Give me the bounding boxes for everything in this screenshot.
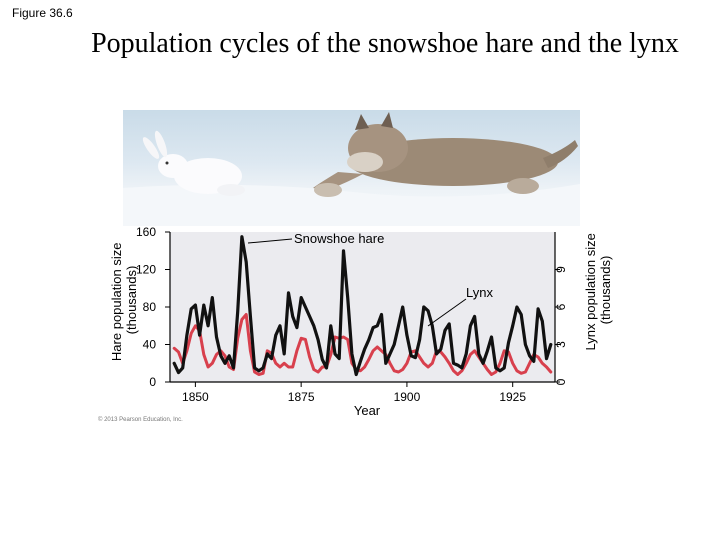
hare-callout-line [247,238,293,244]
lynx-callout-label: Lynx [466,285,493,300]
slide-title: Population cycles of the snowshoe hare a… [91,28,679,59]
y-right-tick-label: 0 [554,378,568,385]
x-axis-title: Year [354,403,381,418]
x-tick-label: 1900 [394,390,421,404]
x-tick-label: 1850 [182,390,209,404]
lynx-series-line [172,313,553,376]
y-right-tick-label: 3 [554,341,568,348]
hare-figure [142,130,245,196]
y-right-tick-label: 6 [554,303,568,310]
copyright-notice: © 2013 Pearson Education, Inc. [98,417,183,423]
y-left-tick-label: 40 [143,338,157,352]
y-left-tick-label: 120 [136,263,156,277]
lynx-callout-line [427,298,467,327]
y-left-tick-label: 0 [149,375,156,389]
x-tick-label: 1875 [288,390,315,404]
hare-axis-title: Hare population size (thousands) [109,239,139,361]
hare-callout-label: Snowshoe hare [294,231,384,246]
lynx-figure [313,112,578,197]
y-left-tick-label: 80 [143,300,157,314]
lynx-axis-title: Lynx population size (thousands) [583,230,613,351]
hare-lynx-photo [123,110,580,226]
y-left-tick-label: 160 [136,225,156,239]
y-right-tick-label: 9 [554,266,568,273]
x-tick-label: 1925 [499,390,526,404]
figure-label: Figure 36.6 [12,6,73,20]
hare-series-line [172,235,553,377]
